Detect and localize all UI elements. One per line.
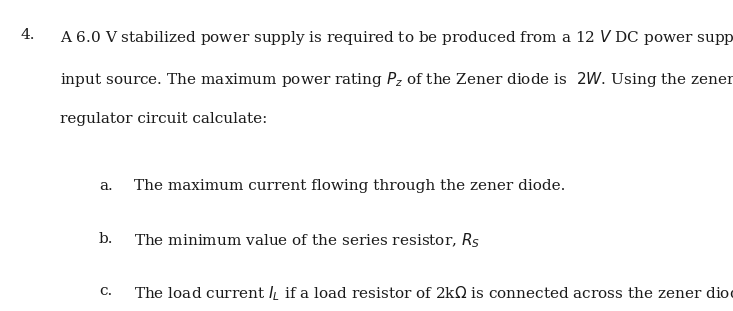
Text: regulator circuit calculate:: regulator circuit calculate: <box>60 112 268 126</box>
Text: input source. The maximum power rating $P_z$ of the Zener diode is  $2W$. Using : input source. The maximum power rating $… <box>60 70 733 89</box>
Text: A 6.0 V stabilized power supply is required to be produced from a 12 $\mathit{V}: A 6.0 V stabilized power supply is requi… <box>60 28 733 47</box>
Text: 4.: 4. <box>21 28 35 42</box>
Text: c.: c. <box>99 284 112 298</box>
Text: a.: a. <box>99 179 113 193</box>
Text: The maximum current flowing through the zener diode.: The maximum current flowing through the … <box>134 179 566 193</box>
Text: The minimum value of the series resistor, $R_S$: The minimum value of the series resistor… <box>134 232 480 250</box>
Text: b.: b. <box>99 232 114 246</box>
Text: The load current $I_L$ if a load resistor of 2k$\Omega$ is connected across the : The load current $I_L$ if a load resisto… <box>134 284 733 303</box>
